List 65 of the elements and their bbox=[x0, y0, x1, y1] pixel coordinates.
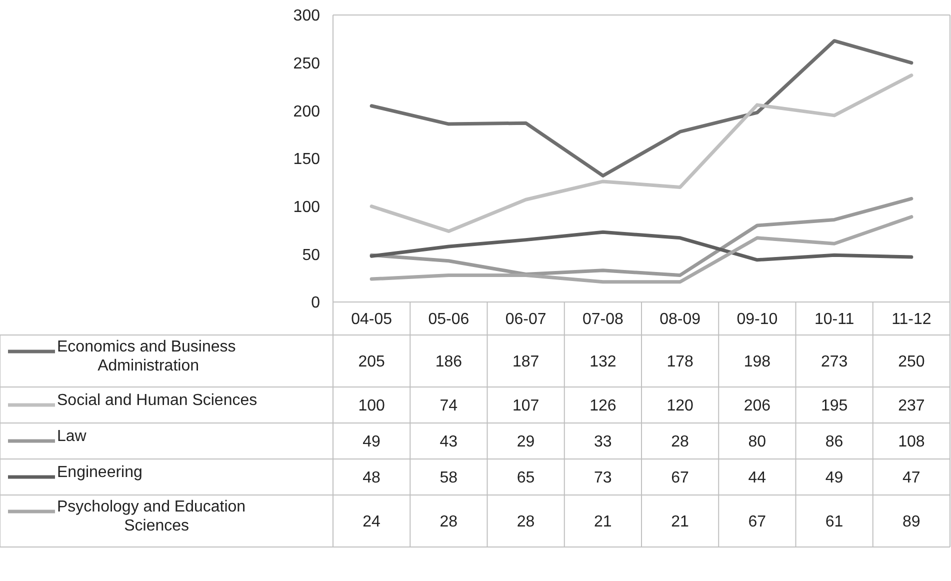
data-label: 67 bbox=[748, 514, 766, 531]
data-label: 28 bbox=[516, 514, 535, 531]
data-label: 58 bbox=[440, 470, 458, 487]
data-label: 187 bbox=[512, 354, 540, 371]
data-label: 132 bbox=[590, 354, 616, 371]
data-label: 237 bbox=[898, 398, 925, 415]
data-label: 74 bbox=[440, 398, 458, 415]
x-tick-label: 07-08 bbox=[582, 311, 624, 328]
data-label: 28 bbox=[671, 434, 690, 451]
data-label: 49 bbox=[825, 470, 844, 487]
y-tick-label: 0 bbox=[311, 294, 320, 312]
x-tick-label: 10-11 bbox=[814, 311, 854, 328]
data-label: 44 bbox=[748, 470, 766, 487]
data-label: 273 bbox=[820, 354, 848, 371]
data-label: 107 bbox=[512, 398, 540, 415]
x-tick-label: 05-06 bbox=[428, 311, 470, 328]
y-tick-label: 200 bbox=[293, 103, 320, 120]
data-label: 21 bbox=[671, 514, 690, 531]
data-label: 80 bbox=[748, 434, 766, 451]
y-tick-label: 50 bbox=[302, 246, 320, 264]
line-series bbox=[370, 196, 914, 277]
data-label: 186 bbox=[435, 354, 462, 371]
data-label: 206 bbox=[744, 398, 771, 415]
x-tick-label: 09-10 bbox=[736, 311, 778, 328]
legend-label: Social and Human Sciences bbox=[57, 392, 258, 409]
data-label: 29 bbox=[516, 434, 535, 451]
legend-label: Engineering bbox=[57, 464, 142, 481]
y-tick-label: 300 bbox=[293, 8, 320, 25]
data-label: 73 bbox=[594, 470, 612, 487]
data-label: 65 bbox=[516, 470, 535, 487]
data-label: 195 bbox=[820, 398, 848, 415]
data-label: 198 bbox=[744, 354, 771, 371]
data-label: 100 bbox=[358, 398, 386, 415]
data-label: 108 bbox=[898, 434, 925, 451]
x-tick-label: 04-05 bbox=[351, 311, 392, 328]
data-label: 120 bbox=[666, 398, 694, 415]
data-label: 33 bbox=[594, 434, 612, 451]
data-label: 43 bbox=[440, 434, 458, 451]
line-series bbox=[370, 215, 914, 284]
data-label: 126 bbox=[590, 398, 616, 415]
legend-label: Law bbox=[57, 428, 87, 445]
data-label: 24 bbox=[362, 514, 381, 531]
data-label: 47 bbox=[902, 470, 920, 487]
data-label: 89 bbox=[902, 514, 920, 531]
x-tick-label: 06-07 bbox=[505, 311, 546, 328]
y-tick-label: 150 bbox=[293, 151, 320, 168]
data-label: 21 bbox=[594, 514, 612, 531]
line-series bbox=[370, 74, 914, 233]
y-tick-label: 250 bbox=[293, 55, 320, 72]
data-label: 250 bbox=[898, 354, 925, 371]
data-label: 48 bbox=[362, 470, 381, 487]
line-series bbox=[370, 230, 914, 262]
x-tick-label: 11-12 bbox=[892, 311, 932, 328]
data-label: 205 bbox=[358, 354, 386, 371]
data-label: 67 bbox=[671, 470, 690, 487]
legend-label: Psychology and Education Sciences bbox=[57, 498, 246, 534]
line-series bbox=[370, 39, 914, 178]
data-label: 86 bbox=[825, 434, 844, 451]
data-label: 61 bbox=[825, 514, 844, 531]
data-label: 178 bbox=[666, 354, 694, 371]
data-label: 28 bbox=[440, 514, 458, 531]
data-label: 49 bbox=[362, 434, 381, 451]
x-tick-label: 08-09 bbox=[660, 311, 701, 328]
y-tick-label: 100 bbox=[293, 198, 320, 216]
legend-label: Economics and Business Administration bbox=[57, 338, 236, 374]
